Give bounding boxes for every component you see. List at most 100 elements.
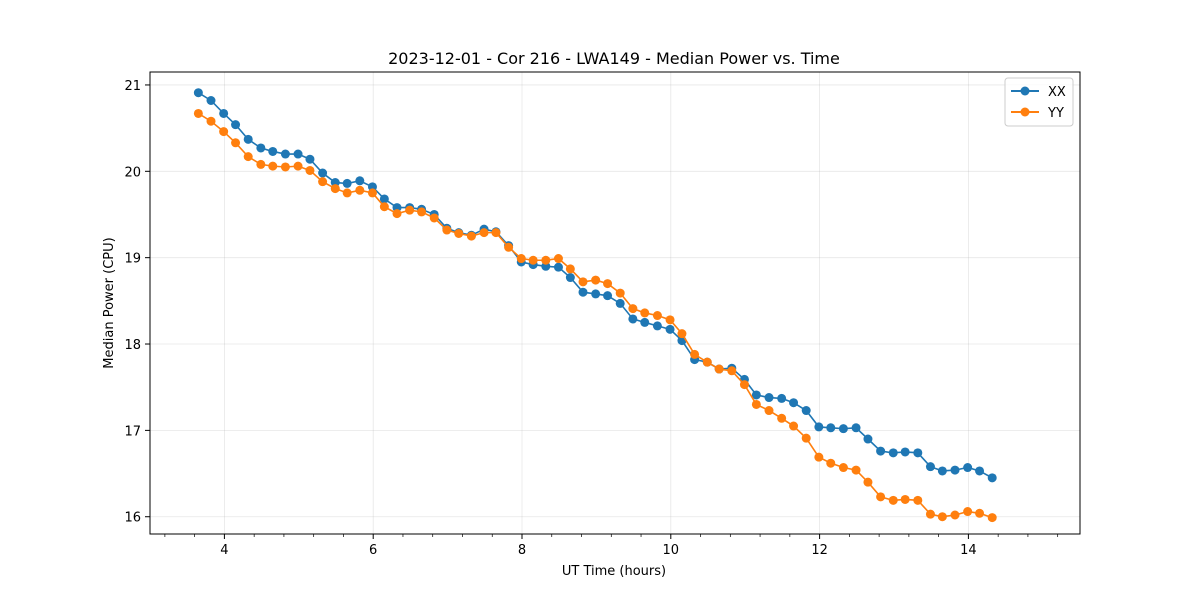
data-point-yy: [392, 209, 402, 219]
data-point-yy: [677, 329, 687, 339]
data-point-yy: [702, 357, 712, 367]
y-tick-label: 17: [124, 424, 141, 439]
data-point-xx: [975, 466, 985, 476]
data-point-xx: [231, 120, 241, 130]
data-point-yy: [876, 492, 886, 502]
data-point-xx: [764, 393, 774, 403]
data-point-yy: [379, 202, 389, 212]
y-tick-label: 21: [124, 79, 141, 94]
data-point-xx: [987, 473, 997, 483]
data-point-yy: [206, 116, 216, 126]
data-point-xx: [777, 393, 787, 403]
data-point-yy: [280, 162, 290, 172]
data-point-xx: [863, 434, 873, 444]
series-layer: [193, 88, 997, 523]
legend-label-yy: YY: [1047, 106, 1064, 121]
grid-layer: [150, 72, 1080, 534]
data-point-yy: [591, 275, 601, 285]
data-point-yy: [355, 185, 365, 195]
y-tick-label: 19: [124, 252, 141, 267]
data-point-xx: [293, 149, 303, 159]
x-tick-label: 12: [811, 543, 828, 558]
data-point-xx: [814, 422, 824, 432]
data-point-yy: [553, 254, 563, 264]
data-point-xx: [578, 287, 588, 297]
data-point-yy: [764, 406, 774, 416]
x-tick-label: 10: [663, 543, 680, 558]
data-point-yy: [231, 138, 241, 148]
data-point-xx: [851, 423, 861, 433]
data-point-xx: [963, 463, 973, 473]
data-point-xx: [838, 424, 848, 434]
data-point-yy: [863, 477, 873, 487]
data-point-yy: [442, 225, 452, 235]
legend-label-xx: XX: [1048, 85, 1066, 100]
y-tick-label: 16: [124, 511, 141, 526]
data-point-xx: [876, 446, 886, 456]
data-point-yy: [975, 508, 985, 518]
data-point-xx: [826, 423, 836, 433]
series-yy: [193, 108, 997, 523]
x-axis-label: UT Time (hours): [562, 564, 666, 579]
x-tick-label: 4: [220, 543, 228, 558]
data-point-xx: [937, 466, 947, 476]
data-point-yy: [925, 509, 935, 519]
data-point-yy: [888, 495, 898, 505]
data-point-yy: [578, 277, 588, 287]
data-point-xx: [355, 176, 365, 186]
data-point-yy: [342, 188, 352, 198]
data-point-yy: [937, 512, 947, 522]
data-point-yy: [665, 315, 675, 325]
data-point-xx: [565, 273, 575, 283]
data-point-yy: [466, 231, 476, 241]
data-point-xx: [591, 289, 601, 299]
data-point-xx: [268, 146, 278, 156]
data-point-yy: [193, 108, 203, 118]
data-point-xx: [243, 134, 253, 144]
legend-marker-yy: [1020, 107, 1030, 117]
data-point-yy: [814, 452, 824, 462]
data-point-yy: [256, 159, 266, 169]
data-point-yy: [900, 494, 910, 504]
x-tick-label: 8: [518, 543, 526, 558]
data-point-xx: [379, 194, 389, 204]
data-point-yy: [789, 421, 799, 431]
data-point-yy: [987, 513, 997, 523]
data-point-yy: [739, 380, 749, 390]
data-point-yy: [454, 228, 464, 238]
data-point-yy: [851, 465, 861, 475]
data-point-yy: [293, 161, 303, 171]
data-point-yy: [615, 288, 625, 298]
data-point-xx: [342, 178, 352, 188]
data-point-yy: [318, 177, 328, 187]
y-tick-label: 18: [124, 338, 141, 353]
y-tick-label: 20: [124, 165, 141, 180]
data-point-yy: [405, 205, 415, 215]
tick-layer: 4 6 8 10 12 14 16 17 18 19 20 21: [124, 79, 1059, 558]
data-point-xx: [751, 390, 761, 400]
data-point-yy: [628, 304, 638, 314]
data-point-xx: [888, 448, 898, 458]
x-tick-label: 6: [369, 543, 377, 558]
data-point-xx: [801, 406, 811, 416]
data-point-xx: [280, 149, 290, 159]
y-axis-label: Median Power (CPU): [102, 237, 117, 368]
data-point-yy: [963, 507, 973, 517]
data-point-yy: [603, 279, 613, 289]
data-point-yy: [826, 458, 836, 468]
data-point-yy: [541, 255, 551, 265]
data-point-yy: [243, 152, 253, 162]
data-point-yy: [913, 495, 923, 505]
legend: XX YY: [1004, 77, 1074, 127]
data-point-xx: [305, 154, 315, 164]
data-point-yy: [727, 366, 737, 376]
data-point-xx: [219, 108, 229, 118]
data-point-yy: [690, 349, 700, 359]
data-point-yy: [417, 207, 427, 217]
data-point-xx: [206, 95, 216, 105]
data-point-xx: [615, 298, 625, 308]
data-point-yy: [504, 242, 514, 252]
data-point-xx: [628, 314, 638, 324]
x-tick-label: 14: [960, 543, 977, 558]
